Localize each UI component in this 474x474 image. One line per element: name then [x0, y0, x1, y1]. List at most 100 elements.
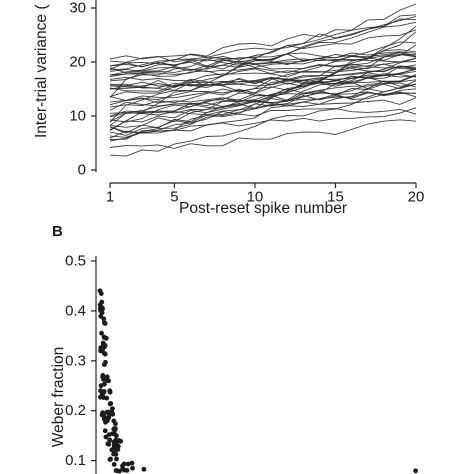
weber-point — [114, 468, 120, 474]
weber-point — [102, 321, 108, 326]
x-tick-label-a: 1 — [106, 188, 114, 205]
weber-point — [100, 373, 106, 378]
x-tick-label-a: 10 — [247, 188, 264, 205]
weber-point — [112, 442, 117, 448]
weber-point — [112, 450, 118, 456]
ticks-b: 0.1 0.2 0.3 0.4 0.5 — [65, 253, 96, 469]
variance-trace — [109, 63, 417, 76]
variance-trace — [109, 97, 417, 111]
weber-point — [105, 378, 110, 383]
variance-trace — [109, 75, 417, 136]
y-tick-label-b: 0.5 — [65, 253, 86, 270]
weber-point — [120, 466, 126, 471]
y-tick-label-b: 0.4 — [65, 302, 86, 319]
variance-trace — [109, 119, 417, 149]
variance-trace — [109, 31, 417, 139]
weber-point — [97, 306, 103, 312]
variance-trace — [109, 44, 417, 123]
variance-trace — [109, 51, 417, 60]
weber-point — [98, 383, 104, 389]
weber-point — [107, 388, 113, 394]
y-tick-label-a: 30 — [69, 0, 86, 17]
variance-traces — [109, 3, 417, 157]
y-tick-label-a: 20 — [69, 54, 86, 71]
weber-point — [99, 330, 104, 336]
variance-trace — [109, 73, 417, 89]
weber-point — [130, 465, 135, 471]
weber-point — [105, 441, 111, 447]
x-tick-label-a: 5 — [170, 188, 178, 205]
y-tick-label-a: 10 — [69, 108, 86, 125]
weber-point — [99, 299, 105, 305]
weber-point — [103, 359, 108, 365]
variance-trace — [109, 75, 417, 89]
weber-point — [109, 447, 115, 453]
weber-point — [101, 316, 107, 322]
weber-point — [107, 457, 113, 462]
weber-point — [104, 395, 110, 401]
weber-point — [98, 394, 103, 400]
weber-point — [102, 417, 107, 422]
y-tick-label-b: 0.2 — [65, 402, 86, 419]
weber-point — [115, 447, 121, 452]
weber-point — [129, 460, 135, 466]
variance-trace — [109, 83, 417, 157]
variance-trace — [109, 3, 417, 82]
weber-point — [104, 374, 110, 380]
weber-point — [101, 377, 106, 382]
variance-trace — [109, 15, 417, 67]
variance-trace — [109, 21, 417, 123]
y-tick-label-a: 0 — [78, 162, 86, 179]
weber-point — [106, 415, 112, 420]
weber-point — [121, 461, 127, 467]
variance-trace — [109, 57, 417, 138]
weber-point — [101, 334, 107, 340]
x-tick-label-a: 15 — [327, 188, 344, 205]
weber-point — [102, 428, 108, 434]
weber-point — [101, 412, 107, 418]
weber-point — [125, 461, 131, 467]
weber-point — [101, 350, 107, 356]
y-axis-title-a: Inter-trial variance ( — [33, 4, 50, 138]
weber-point — [98, 291, 104, 296]
x-tick-label-a: 20 — [408, 188, 425, 205]
variance-trace — [109, 54, 416, 74]
variance-trace — [109, 29, 417, 98]
variance-trace — [109, 88, 417, 106]
weber-point — [113, 421, 118, 427]
weber-point — [98, 345, 104, 351]
weber-point — [413, 468, 418, 474]
panel-b-scatter-chart: B 0.1 0.2 0.3 0.4 0.5 Weber fraction — [50, 223, 418, 474]
weber-point — [107, 437, 113, 443]
variance-trace — [109, 92, 417, 127]
variance-trace — [109, 65, 417, 77]
weber-point — [101, 390, 107, 395]
variance-trace — [109, 107, 417, 134]
weber-point — [112, 427, 118, 432]
variance-trace — [109, 74, 417, 90]
weber-point — [103, 434, 109, 440]
weber-point — [110, 406, 115, 411]
variance-trace — [109, 18, 417, 71]
x-axis-title-a: Post-reset spike number — [179, 200, 347, 217]
weber-point — [111, 462, 117, 467]
weber-points — [97, 288, 418, 474]
weber-point — [114, 456, 119, 462]
variance-trace — [109, 91, 417, 131]
y-tick-label-b: 0.3 — [65, 352, 86, 369]
weber-point — [141, 466, 147, 472]
weber-point — [118, 438, 124, 444]
weber-point — [114, 433, 119, 439]
panel-letter-b: B — [52, 223, 63, 240]
variance-trace — [109, 65, 417, 98]
weber-point — [107, 401, 113, 407]
variance-trace — [109, 66, 417, 123]
variance-trace — [109, 63, 417, 72]
variance-trace — [109, 68, 417, 103]
y-tick-label-b: 0.1 — [65, 452, 86, 469]
y-axis-title-b: Weber fraction — [50, 347, 67, 448]
weber-point — [109, 409, 115, 415]
